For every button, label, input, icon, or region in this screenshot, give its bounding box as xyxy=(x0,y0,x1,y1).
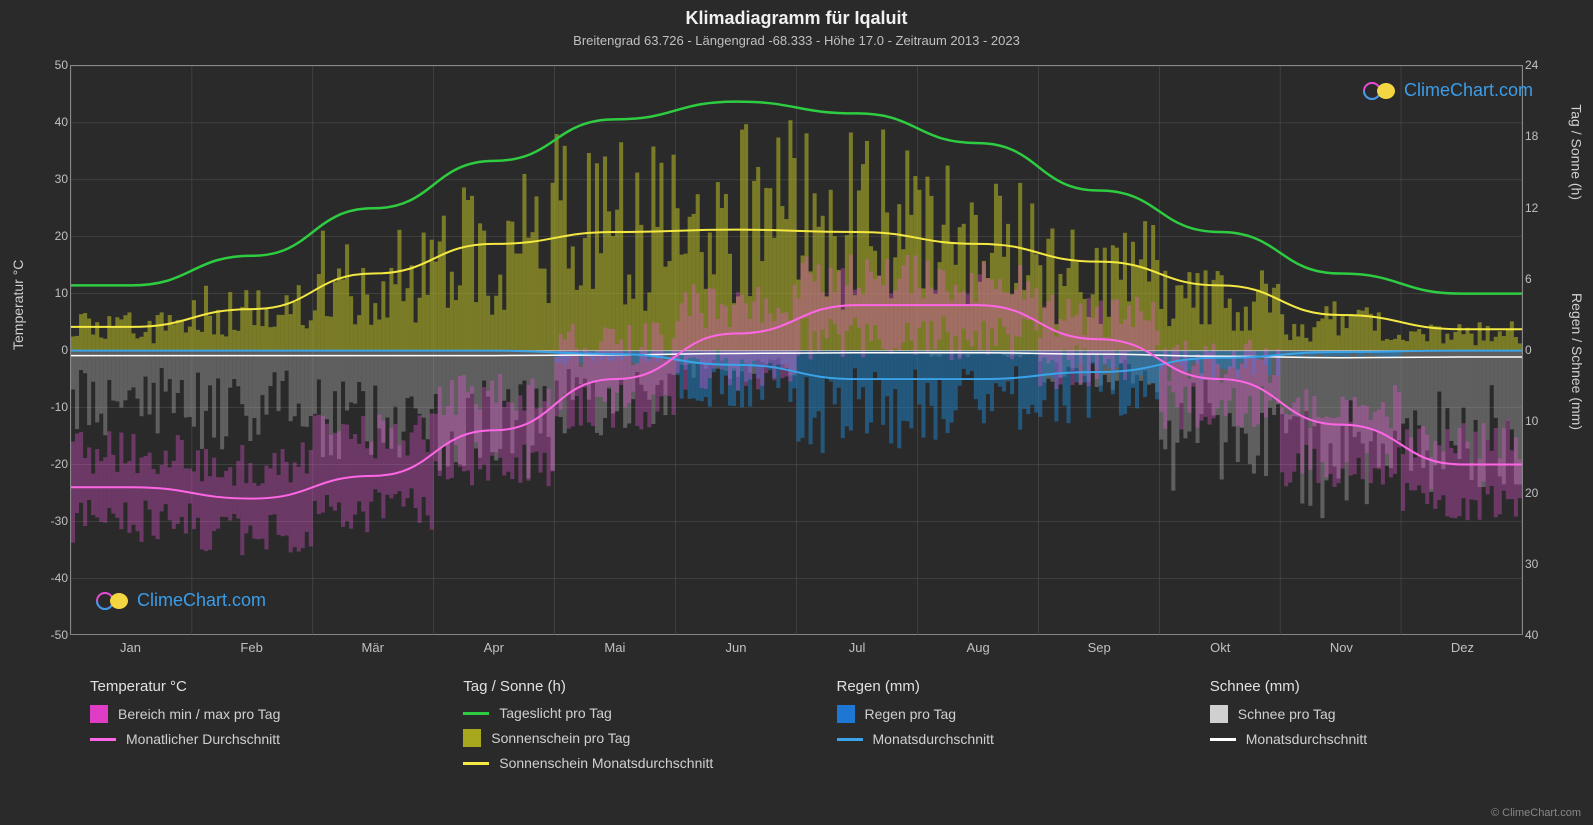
legend-title: Tag / Sonne (h) xyxy=(463,678,806,695)
legend-item: Monatlicher Durchschnitt xyxy=(90,731,433,747)
legend-label: Monatsdurchschnitt xyxy=(1246,731,1367,747)
plot-svg xyxy=(71,66,1522,635)
legend-label: Sonnenschein Monatsdurchschnitt xyxy=(499,755,713,771)
month-label: Jan xyxy=(120,640,141,655)
legend-col-rain: Regen (mm) Regen pro Tag Monatsdurchschn… xyxy=(837,678,1180,779)
legend-label: Schnee pro Tag xyxy=(1238,706,1336,722)
month-label: Nov xyxy=(1330,640,1353,655)
watermark-logo-icon xyxy=(1362,81,1398,101)
legend-item: Sonnenschein Monatsdurchschnitt xyxy=(463,755,806,771)
right-top-tick: 18 xyxy=(1525,129,1553,143)
left-tick: -40 xyxy=(40,571,68,585)
legend-item: Sonnenschein pro Tag xyxy=(463,729,806,747)
left-tick: 0 xyxy=(40,343,68,357)
watermark-logo-icon xyxy=(95,591,131,611)
right-axis-bottom-label: Regen / Schnee (mm) xyxy=(1569,293,1585,430)
right-top-tick: 0 xyxy=(1525,343,1553,357)
legend-title: Regen (mm) xyxy=(837,678,1180,695)
right-bottom-tick: 40 xyxy=(1525,628,1553,642)
right-bottom-tick: 10 xyxy=(1525,414,1553,428)
legend-title: Temperatur °C xyxy=(90,678,433,695)
month-label: Okt xyxy=(1210,640,1230,655)
right-top-tick: 6 xyxy=(1525,272,1553,286)
left-axis-label: Temperatur °C xyxy=(10,260,26,350)
swatch-icon xyxy=(90,705,108,723)
swatch-icon xyxy=(1210,705,1228,723)
month-label: Aug xyxy=(967,640,990,655)
legend: Temperatur °C Bereich min / max pro Tag … xyxy=(90,678,1553,779)
month-label: Mär xyxy=(362,640,384,655)
left-tick: -30 xyxy=(40,514,68,528)
month-label: Jun xyxy=(725,640,746,655)
month-label: Sep xyxy=(1088,640,1111,655)
left-tick: 20 xyxy=(40,229,68,243)
left-tick: 30 xyxy=(40,172,68,186)
right-axis-top-label: Tag / Sonne (h) xyxy=(1569,104,1585,200)
line-icon xyxy=(463,762,489,765)
legend-label: Regen pro Tag xyxy=(865,706,957,722)
right-bottom-tick: 30 xyxy=(1525,557,1553,571)
watermark-bottom: ClimeChart.com xyxy=(95,590,266,611)
left-tick: -10 xyxy=(40,400,68,414)
legend-item: Schnee pro Tag xyxy=(1210,705,1553,723)
legend-label: Monatsdurchschnitt xyxy=(873,731,994,747)
line-icon xyxy=(1210,738,1236,741)
chart-title: Klimadiagramm für Iqaluit xyxy=(0,0,1593,29)
legend-title: Schnee (mm) xyxy=(1210,678,1553,695)
month-label: Dez xyxy=(1451,640,1474,655)
watermark-text: ClimeChart.com xyxy=(1404,80,1533,101)
left-tick: -50 xyxy=(40,628,68,642)
line-icon xyxy=(837,738,863,741)
swatch-icon xyxy=(463,729,481,747)
right-top-tick: 24 xyxy=(1525,58,1553,72)
legend-label: Monatlicher Durchschnitt xyxy=(126,731,280,747)
left-tick: -20 xyxy=(40,457,68,471)
copyright-text: © ClimeChart.com xyxy=(1491,807,1581,819)
left-tick: 50 xyxy=(40,58,68,72)
legend-label: Sonnenschein pro Tag xyxy=(491,730,630,746)
right-bottom-tick: 20 xyxy=(1525,486,1553,500)
month-label: Apr xyxy=(484,640,504,655)
legend-col-temperature: Temperatur °C Bereich min / max pro Tag … xyxy=(90,678,433,779)
legend-item: Tageslicht pro Tag xyxy=(463,705,806,721)
month-label: Mai xyxy=(604,640,625,655)
month-label: Feb xyxy=(240,640,262,655)
left-tick: 10 xyxy=(40,286,68,300)
legend-item: Bereich min / max pro Tag xyxy=(90,705,433,723)
swatch-icon xyxy=(837,705,855,723)
legend-col-snow: Schnee (mm) Schnee pro Tag Monatsdurchsc… xyxy=(1210,678,1553,779)
legend-item: Monatsdurchschnitt xyxy=(837,731,1180,747)
legend-label: Bereich min / max pro Tag xyxy=(118,706,280,722)
chart-subtitle: Breitengrad 63.726 - Längengrad -68.333 … xyxy=(0,29,1593,54)
legend-col-daylight: Tag / Sonne (h) Tageslicht pro Tag Sonne… xyxy=(463,678,806,779)
legend-item: Monatsdurchschnitt xyxy=(1210,731,1553,747)
right-top-tick: 12 xyxy=(1525,201,1553,215)
chart-plot-area xyxy=(70,65,1523,635)
line-icon xyxy=(463,712,489,715)
left-tick: 40 xyxy=(40,115,68,129)
line-icon xyxy=(90,738,116,741)
watermark-top: ClimeChart.com xyxy=(1362,80,1533,101)
legend-item: Regen pro Tag xyxy=(837,705,1180,723)
watermark-text: ClimeChart.com xyxy=(137,590,266,611)
legend-label: Tageslicht pro Tag xyxy=(499,705,612,721)
month-label: Jul xyxy=(849,640,866,655)
